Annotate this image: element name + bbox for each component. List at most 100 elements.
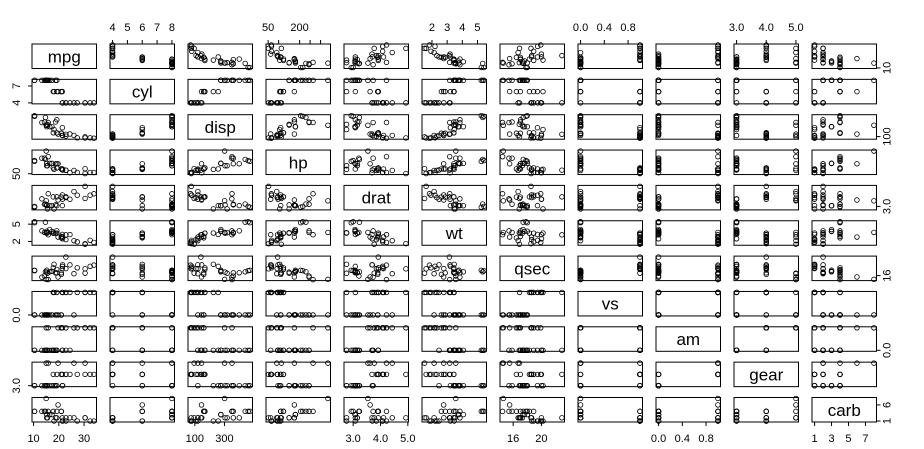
point-gear-vs-mpg	[67, 371, 73, 378]
point-am-vs-carb	[837, 347, 843, 354]
point-drat-vs-carb	[837, 201, 843, 207]
point-cyl-vs-drat	[380, 100, 387, 106]
point-disp-vs-mpg	[43, 122, 49, 128]
point-wt-vs-vs	[577, 219, 584, 225]
point-am-vs-hp	[286, 347, 292, 354]
point-cyl-vs-vs	[577, 77, 584, 84]
point-carb-vs-mpg	[59, 415, 66, 421]
panel-wt-vs-cyl	[109, 220, 175, 246]
point-drat-vs-gear	[733, 202, 740, 209]
point-disp-vs-drat	[352, 117, 359, 123]
point-drat-vs-carb	[871, 198, 877, 204]
point-qsec-vs-hp	[275, 262, 281, 268]
point-wt-vs-gear	[793, 241, 799, 247]
point-vs-vs-wt	[428, 289, 434, 296]
point-mpg-vs-carb	[820, 56, 826, 62]
point-drat-vs-am	[715, 198, 721, 204]
point-cyl-vs-gear	[793, 88, 799, 95]
point-cyl-vs-mpg	[71, 100, 77, 106]
point-gear-vs-carb	[837, 371, 843, 378]
point-mpg-vs-hp	[303, 60, 309, 67]
point-drat-vs-mpg	[54, 202, 60, 209]
point-qsec-vs-cyl	[169, 276, 175, 283]
panel-mpg-vs-mpg	[31, 43, 97, 69]
point-drat-vs-disp	[198, 197, 205, 203]
point-disp-vs-hp	[291, 131, 298, 137]
point-gear-vs-qsec	[534, 371, 541, 378]
point-gear-vs-vs	[577, 382, 584, 389]
point-qsec-vs-cyl	[139, 263, 145, 270]
point-gear-vs-vs	[637, 360, 643, 366]
point-mpg-vs-qsec	[506, 55, 513, 62]
point-wt-vs-mpg	[82, 241, 88, 247]
point-cyl-vs-qsec	[534, 88, 541, 95]
point-cyl-vs-gear	[733, 88, 740, 95]
point-carb-vs-drat	[389, 415, 395, 421]
panel-cyl-vs-carb	[811, 78, 877, 105]
point-am-vs-wt	[421, 325, 428, 331]
point-carb-vs-drat	[383, 408, 390, 415]
point-drat-vs-carb	[837, 203, 843, 210]
point-qsec-vs-mpg	[71, 271, 77, 277]
point-vs-vs-drat	[352, 312, 359, 318]
point-qsec-vs-gear	[793, 270, 799, 276]
point-gear-vs-qsec	[519, 382, 526, 389]
point-wt-vs-disp	[210, 230, 217, 236]
point-wt-vs-mpg	[74, 239, 80, 245]
point-qsec-vs-wt	[428, 265, 434, 271]
point-hp-vs-cyl	[169, 161, 175, 167]
point-am-vs-qsec	[538, 325, 544, 331]
point-qsec-vs-mpg	[58, 271, 65, 278]
point-qsec-vs-am	[655, 262, 662, 268]
point-hp-vs-disp	[242, 156, 248, 163]
point-am-vs-mpg	[59, 347, 66, 354]
point-qsec-vs-mpg	[45, 276, 51, 283]
point-cyl-vs-gear	[763, 88, 769, 95]
point-cyl-vs-wt	[453, 77, 459, 84]
point-drat-vs-wt	[457, 202, 463, 209]
point-gear-vs-drat	[371, 360, 377, 366]
point-hp-vs-drat	[389, 167, 395, 174]
panel-disp-vs-mpg	[31, 114, 97, 140]
point-am-vs-qsec	[500, 325, 506, 331]
point-qsec-vs-gear	[763, 254, 769, 260]
point-wt-vs-am	[655, 228, 662, 234]
point-vs-vs-hp	[325, 312, 331, 318]
point-qsec-vs-gear	[733, 262, 740, 268]
point-wt-vs-gear	[733, 228, 740, 234]
point-drat-vs-cyl	[169, 196, 175, 202]
point-hp-vs-am	[655, 155, 662, 161]
point-wt-vs-gear	[793, 232, 799, 238]
point-mpg-vs-vs	[637, 48, 643, 55]
point-drat-vs-disp	[195, 192, 201, 198]
point-qsec-vs-wt	[423, 266, 429, 272]
point-wt-vs-carb	[820, 232, 826, 238]
point-carb-vs-qsec	[540, 418, 546, 424]
point-hp-vs-cyl	[169, 163, 175, 169]
point-disp-vs-qsec	[506, 131, 513, 137]
point-drat-vs-qsec	[515, 188, 521, 195]
point-vs-vs-hp	[300, 312, 306, 318]
point-carb-vs-wt	[456, 411, 462, 418]
point-mpg-vs-carb	[837, 59, 843, 66]
point-vs-vs-mpg	[82, 289, 88, 296]
point-mpg-vs-carb	[828, 60, 835, 66]
point-carb-vs-gear	[793, 415, 799, 421]
point-gear-vs-vs	[577, 371, 584, 378]
point-mpg-vs-cyl	[109, 54, 116, 60]
point-vs-vs-mpg	[31, 312, 38, 318]
point-gear-vs-carb	[820, 382, 826, 389]
point-disp-vs-am	[715, 122, 721, 128]
point-carb-vs-cyl	[169, 415, 175, 421]
point-qsec-vs-wt	[436, 262, 442, 268]
point-gear-vs-carb	[854, 360, 860, 366]
point-qsec-vs-vs	[637, 254, 643, 260]
point-wt-vs-cyl	[169, 228, 175, 234]
panel-vs-vs-vs	[577, 290, 643, 317]
point-wt-vs-vs	[637, 234, 643, 240]
point-wt-vs-carb	[811, 230, 818, 236]
panel-cyl-vs-vs	[577, 78, 643, 105]
point-mpg-vs-qsec	[509, 61, 515, 67]
tick-label-top-hp: 50	[262, 22, 274, 34]
point-drat-vs-hp	[265, 183, 272, 190]
